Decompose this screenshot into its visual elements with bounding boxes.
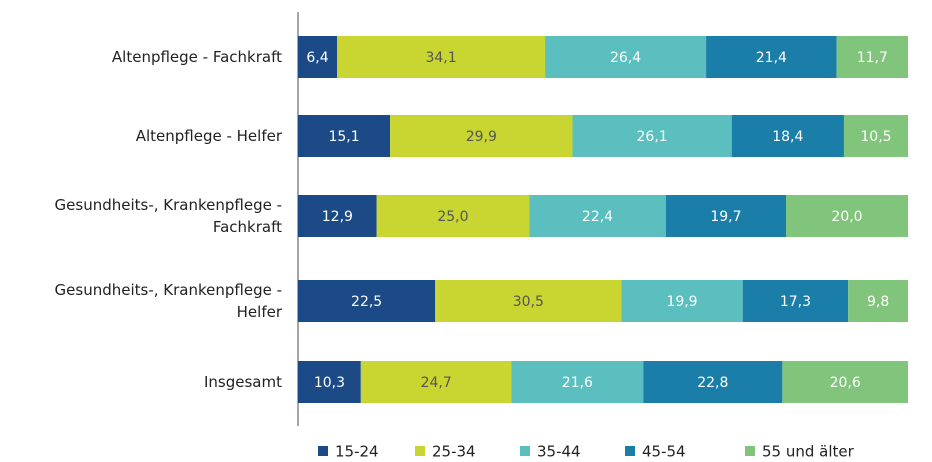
legend-label: 55 und älter (762, 443, 855, 461)
value-label: 24,7 (421, 375, 452, 391)
bar-segment (665, 195, 786, 237)
category-label: Altenpflege - Fachkraft (111, 48, 282, 66)
value-label: 10,5 (860, 129, 891, 145)
bar-segment (843, 115, 908, 157)
category-label: Insgesamt (204, 373, 282, 391)
value-label: 19,7 (710, 209, 741, 225)
value-label: 6,4 (306, 50, 328, 66)
bar-segment (786, 195, 908, 237)
bar-segment (376, 195, 530, 237)
bar-segment (572, 115, 732, 157)
bar-segment (435, 280, 622, 322)
bar-segment (836, 36, 908, 78)
value-label: 29,9 (466, 129, 497, 145)
bar-segment (298, 115, 391, 157)
value-label: 11,7 (857, 50, 888, 66)
bar-segment (298, 361, 361, 403)
legend-swatch (745, 446, 755, 456)
value-label: 17,3 (780, 294, 811, 310)
category-label: Gesundheits-, Krankenpflege - Helfer (54, 281, 282, 321)
value-label: 18,4 (772, 129, 803, 145)
value-label: 22,5 (351, 294, 382, 310)
bar-segment (360, 361, 512, 403)
value-label: 25,0 (437, 209, 468, 225)
legend-swatch (520, 446, 530, 456)
value-label: 10,3 (314, 375, 345, 391)
bar-segment (529, 195, 666, 237)
value-label: 19,9 (666, 294, 697, 310)
value-label: 30,5 (513, 294, 544, 310)
legend-label: 25-34 (432, 443, 476, 461)
value-label: 20,0 (831, 209, 862, 225)
value-label: 12,9 (322, 209, 353, 225)
legend-swatch (625, 446, 635, 456)
legend-label: 15-24 (335, 443, 379, 461)
bar-segment (511, 361, 644, 403)
bar-segment (337, 36, 546, 78)
bar-segment (706, 36, 837, 78)
bar-segment (742, 280, 849, 322)
value-label: 21,4 (756, 50, 787, 66)
value-label: 20,6 (830, 375, 861, 391)
value-label: 22,8 (697, 375, 728, 391)
value-label: 15,1 (328, 129, 359, 145)
category-label: Altenpflege - Helfer (135, 127, 282, 145)
bar-segment (643, 361, 783, 403)
value-label: 9,8 (867, 294, 889, 310)
legend-swatch (415, 446, 425, 456)
value-label: 34,1 (425, 50, 456, 66)
value-label: 26,1 (637, 129, 668, 145)
category-label: Gesundheits-, Krankenpflege - Fachkraft (54, 196, 282, 236)
value-label: 26,4 (610, 50, 641, 66)
legend-label: 45-54 (642, 443, 686, 461)
legend-label: 35-44 (537, 443, 581, 461)
value-label: 22,4 (582, 209, 613, 225)
bar-segment (782, 361, 908, 403)
legend-swatch (318, 446, 328, 456)
bar-segment (298, 280, 436, 322)
bar-segment (298, 36, 338, 78)
bar-segment (545, 36, 707, 78)
bar-segment (298, 195, 377, 237)
bar-segment (621, 280, 743, 322)
bar-segment (731, 115, 844, 157)
value-label: 21,6 (562, 375, 593, 391)
bar-segment (390, 115, 573, 157)
bar-segment (848, 280, 908, 322)
